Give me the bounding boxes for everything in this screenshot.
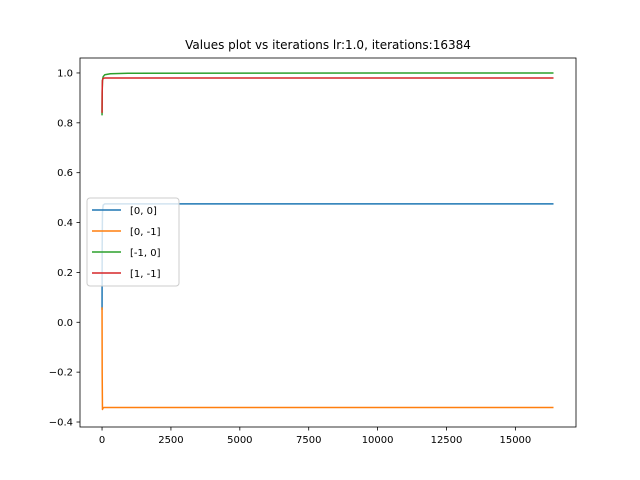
y-tick-label: 0.8 [57,118,73,129]
y-tick-label: 0.4 [57,218,73,229]
y-tick-label: 0.0 [57,318,73,329]
x-axis: 0 2500 5000 7500 10000 12500 15000 [99,427,531,446]
x-tick-label: 7500 [296,435,321,446]
y-tick-label: −0.4 [49,418,73,429]
y-axis: −0.4 −0.2 0.0 0.2 0.4 0.6 0.8 1.0 [49,68,80,429]
legend-label-3: [1, -1] [130,269,161,280]
series-line-1 [101,307,554,411]
y-tick-label: −0.2 [49,368,73,379]
x-tick-label: 2500 [158,435,183,446]
x-tick-label: 12500 [431,435,463,446]
x-tick-label: 5000 [227,435,252,446]
legend-label-1: [0, -1] [130,227,161,238]
x-tick-label: 15000 [499,435,531,446]
legend-label-0: [0, 0] [130,206,157,217]
legend-box [86,197,180,287]
y-tick-label: 0.6 [57,168,73,179]
legend: [0, 0] [0, -1] [-1, 0] [1, -1] [86,197,180,287]
plot-frame [79,57,577,428]
x-tick-label: 10000 [362,435,394,446]
chart-title: Values plot vs iterations lr:1.0, iterat… [185,38,471,52]
y-tick-label: 1.0 [57,68,73,79]
y-tick-label: 0.2 [57,268,73,279]
x-tick-label: 0 [99,435,105,446]
legend-label-2: [-1, 0] [130,248,161,259]
series-line-3 [101,77,554,113]
